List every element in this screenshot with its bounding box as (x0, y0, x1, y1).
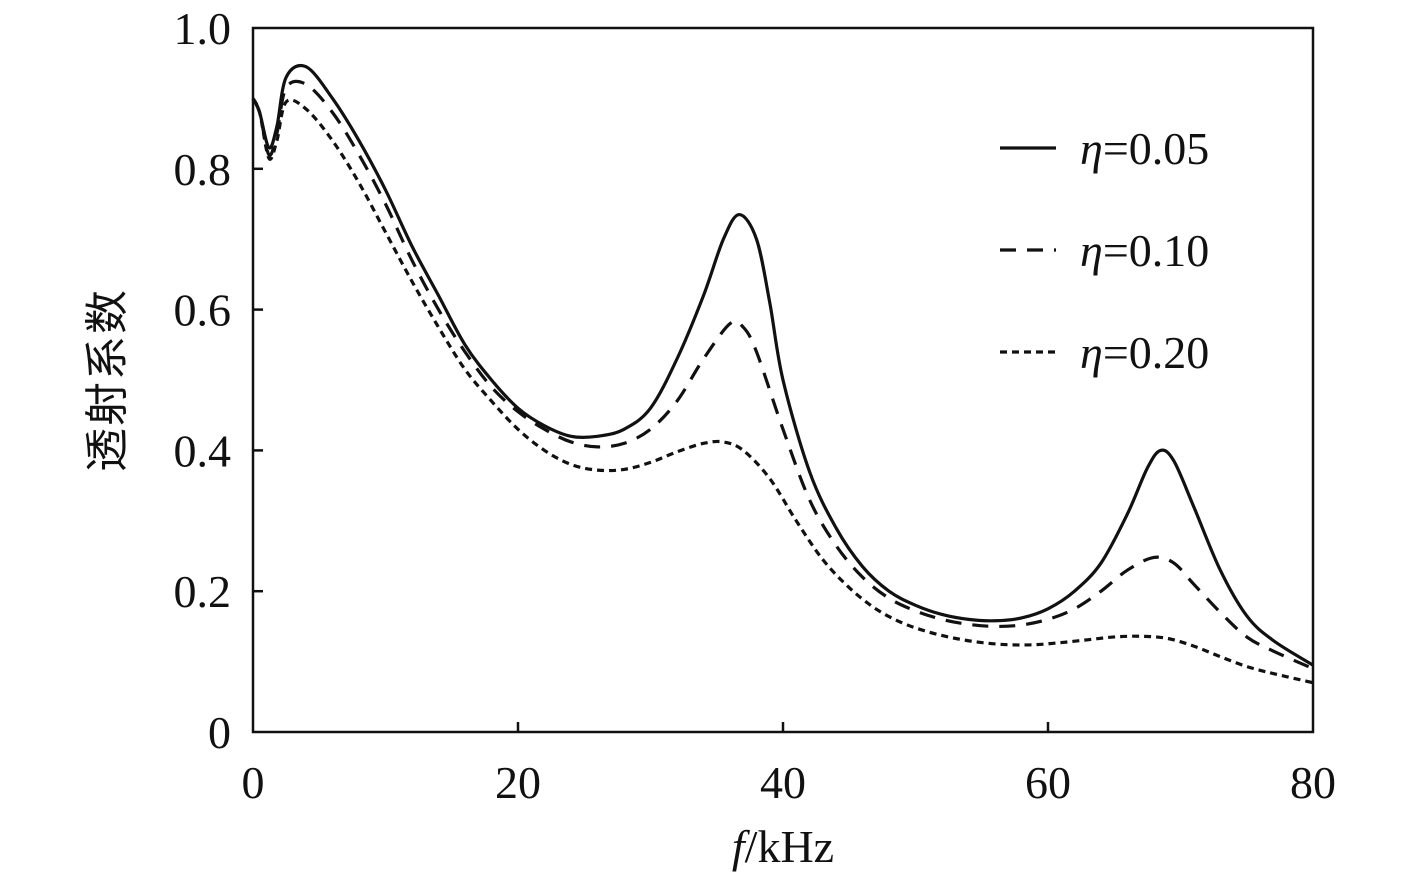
legend-eta-symbol: η (1080, 123, 1103, 174)
legend: η=0.05η=0.10η=0.20 (1000, 123, 1209, 378)
x-axis-unit: /kHz (745, 821, 834, 872)
y-tick-label: 0.2 (174, 566, 232, 617)
series-layer (251, 63, 1314, 685)
x-tick-label: 40 (760, 757, 806, 808)
x-axis-title: f/kHz (732, 821, 834, 872)
legend-label-3: η=0.20 (1080, 327, 1209, 378)
legend-label-1: η=0.05 (1080, 123, 1209, 174)
y-axis-title: 透射系数 (82, 288, 133, 472)
series-line-3 (251, 97, 1314, 685)
x-tick-label: 20 (495, 757, 541, 808)
legend-value: =0.20 (1103, 327, 1209, 378)
ticks-layer (253, 167, 1050, 732)
x-tick-label: 60 (1025, 757, 1071, 808)
legend-eta-symbol: η (1080, 327, 1103, 378)
legend-label-2: η=0.10 (1080, 225, 1209, 276)
legend-eta-symbol: η (1080, 225, 1103, 276)
y-tick-label: 0 (208, 707, 231, 758)
x-tick-label: 0 (242, 757, 265, 808)
plot-frame (251, 26, 1315, 734)
x-tick-label: 80 (1290, 757, 1336, 808)
legend-value: =0.05 (1103, 123, 1209, 174)
y-tick-label: 0.6 (174, 285, 232, 336)
series-line-1 (251, 63, 1314, 667)
legend-value: =0.10 (1103, 225, 1209, 276)
series-line-2 (251, 79, 1314, 671)
tick-labels-layer: 0 20 40 60 80 0 0.2 0.4 0.6 0.8 1.0 (174, 3, 1337, 808)
y-tick-label: 0.4 (174, 425, 232, 476)
y-tick-label: 0.8 (174, 144, 232, 195)
y-tick-label: 1.0 (174, 3, 232, 54)
